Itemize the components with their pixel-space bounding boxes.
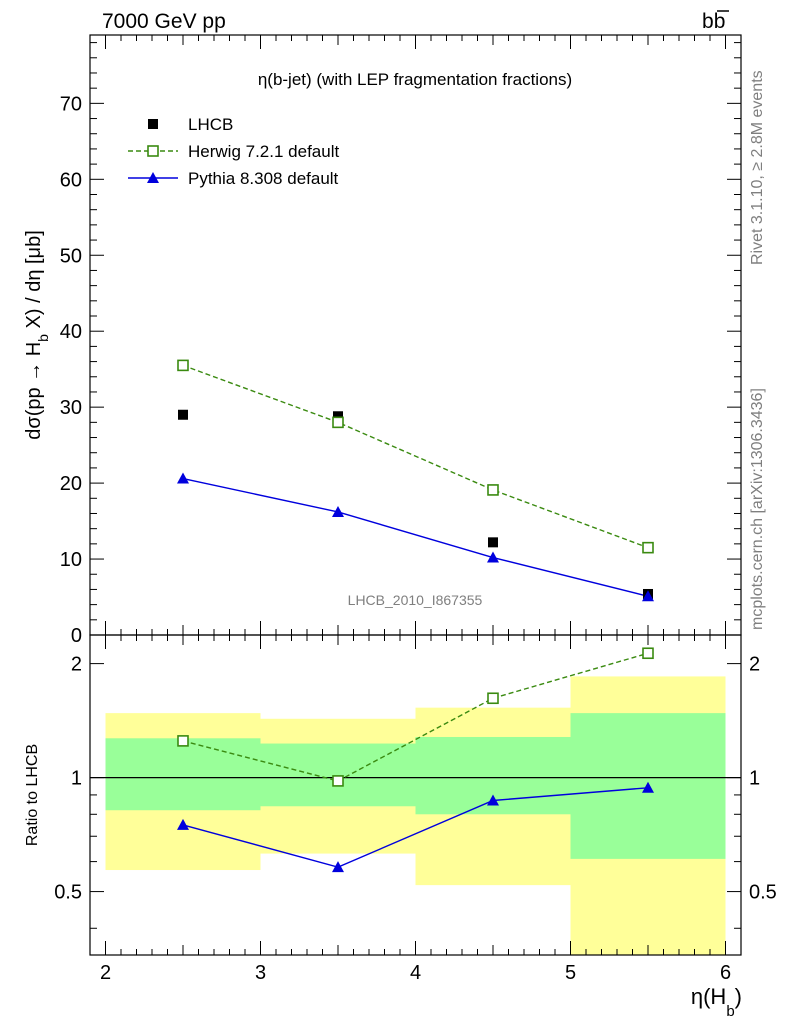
ratio-series-points bbox=[177, 647, 654, 873]
ratio-panel: 0.5 0.5 1 1 2 2 2 3 4 5 6 Ratio to LHCB η(Hb) bbox=[24, 634, 777, 1020]
xlabel-sub: b bbox=[726, 1003, 734, 1020]
pythia-8-308-default-point bbox=[332, 505, 344, 517]
legend-marker-lhcb bbox=[148, 119, 158, 129]
y-tick-label: 20 bbox=[60, 473, 82, 495]
main-title: η(b-jet) (with LEP fragmentation fractio… bbox=[258, 70, 572, 89]
legend-label-pythia-8-308-default: Pythia 8.308 default bbox=[188, 169, 339, 188]
ylabel-sub: b bbox=[35, 334, 51, 342]
main-x-ticks bbox=[89, 35, 742, 635]
pythia-8-308-default-point bbox=[332, 861, 344, 873]
x-tick-label: 2 bbox=[100, 962, 111, 984]
pythia-8-308-default-point bbox=[177, 818, 189, 830]
ratio-bands bbox=[105, 676, 726, 955]
ratio-series-lines bbox=[182, 652, 649, 868]
y-tick-label: 0 bbox=[71, 625, 82, 647]
ratio-y-tick-label-right: 2 bbox=[749, 654, 760, 676]
main-series-lines bbox=[182, 364, 649, 597]
main-series-points bbox=[177, 359, 654, 602]
ratio-y-tick-label: 0.5 bbox=[54, 882, 82, 904]
legend-label-lhcb: LHCB bbox=[188, 115, 233, 134]
y-tick-label: 40 bbox=[60, 321, 82, 343]
x-axis-label: η(Hb) bbox=[691, 984, 742, 1020]
main-y-ticks: 0 10 20 30 40 50 60 70 bbox=[60, 42, 741, 647]
main-y-axis-label: dσ(pp → Hb X) / dη [μb] bbox=[23, 230, 51, 440]
y-tick-label: 60 bbox=[60, 169, 82, 191]
pythia-8-308-default-point bbox=[642, 781, 654, 793]
x-tick-label: 5 bbox=[565, 962, 576, 984]
ratio-y-tick-label-right: 1 bbox=[749, 768, 760, 790]
ratio-y-tick-label: 2 bbox=[71, 654, 82, 676]
beam-label: 7000 GeV pp bbox=[102, 10, 226, 33]
ratio-y-ticks: 0.5 0.5 1 1 2 2 bbox=[54, 654, 777, 929]
ratio-y-tick-label-right: 0.5 bbox=[749, 882, 777, 904]
lhcb-point bbox=[178, 409, 188, 420]
legend-marker-pythia-8-308-default bbox=[147, 172, 159, 183]
pythia-8-308-default-line bbox=[182, 787, 649, 868]
stat-uncertainty-band bbox=[260, 743, 416, 807]
x-tick-label: 3 bbox=[255, 962, 266, 984]
x-tick-label: 4 bbox=[410, 962, 421, 984]
herwig-7-2-1-default-point bbox=[487, 484, 499, 496]
pythia-8-308-default-point bbox=[177, 472, 189, 484]
pythia-8-308-default-point bbox=[487, 551, 499, 563]
ratio-y-axis-label: Ratio to LHCB bbox=[24, 744, 41, 846]
xlabel-post: ) bbox=[735, 984, 742, 1009]
stat-uncertainty-band bbox=[105, 738, 261, 811]
x-tick-label: 6 bbox=[720, 962, 731, 984]
y-tick-label: 70 bbox=[60, 93, 82, 115]
herwig-7-2-1-default-point bbox=[487, 692, 499, 705]
pythia-8-308-default-line bbox=[182, 477, 649, 597]
legend-label-herwig-7-2-1-default: Herwig 7.2.1 default bbox=[188, 142, 339, 161]
legend: LHCB Herwig 7.2.1 default Pythia 8.308 def… bbox=[128, 115, 339, 188]
pythia-8-308-default-point bbox=[487, 794, 499, 806]
legend-marker-herwig-7-2-1-default bbox=[147, 145, 159, 157]
svg-text:bb: bb bbox=[702, 10, 725, 33]
herwig-7-2-1-default-line bbox=[182, 364, 649, 549]
ratio-x-ticks: 2 3 4 5 6 bbox=[89, 635, 742, 984]
herwig-7-2-1-default-point bbox=[332, 775, 344, 787]
herwig-7-2-1-default-point bbox=[642, 541, 654, 554]
herwig-7-2-1-default-point bbox=[177, 359, 189, 372]
ylabel-post: X) / dη [μb] bbox=[23, 230, 45, 334]
pythia-8-308-default-point bbox=[642, 590, 654, 602]
ylabel-pre: dσ(pp → H bbox=[23, 342, 45, 440]
lhcb-point bbox=[488, 537, 498, 548]
herwig-7-2-1-default-point bbox=[177, 735, 189, 747]
main-panel: 0 10 20 30 40 50 60 70 η(b-jet) (with LEP fragm… bbox=[23, 34, 742, 647]
ratio-y-tick-label: 1 bbox=[71, 768, 82, 790]
mcplots-label: mcplots.cern.ch [arXiv:1306.3436] bbox=[749, 388, 766, 630]
watermark: LHCB_2010_I867355 bbox=[348, 592, 483, 608]
herwig-7-2-1-default-point bbox=[642, 647, 654, 660]
herwig-7-2-1-default-line bbox=[182, 652, 649, 782]
rivet-label: Rivet 3.1.10, ≥ 2.8M events bbox=[749, 70, 766, 265]
process-bbar: b bbox=[714, 10, 726, 33]
y-tick-label: 10 bbox=[60, 549, 82, 571]
y-tick-label: 50 bbox=[60, 245, 82, 267]
process-label: bb bbox=[702, 10, 729, 33]
lhcb-point bbox=[333, 411, 343, 422]
herwig-7-2-1-default-point bbox=[332, 416, 344, 429]
xlabel-pre: η(H bbox=[691, 984, 726, 1009]
y-tick-label: 30 bbox=[60, 397, 82, 419]
process-b: b bbox=[702, 10, 714, 33]
